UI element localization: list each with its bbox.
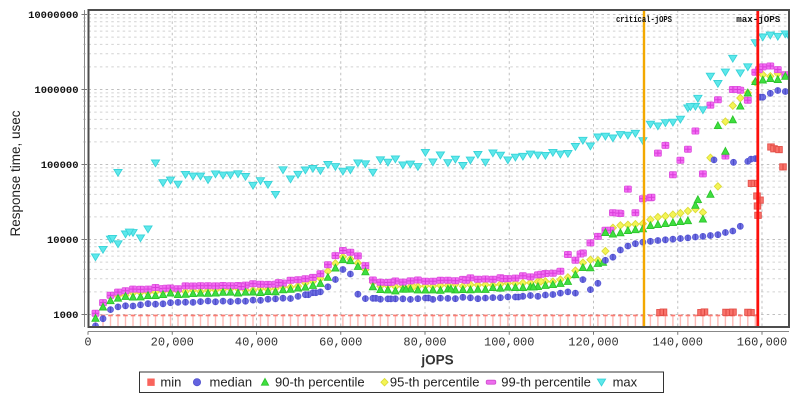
svg-text:min: min xyxy=(160,375,181,390)
svg-text:Response time, usec: Response time, usec xyxy=(8,110,23,236)
svg-text:1000000: 1000000 xyxy=(34,85,78,97)
svg-text:20,000: 20,000 xyxy=(151,336,194,350)
svg-text:max: max xyxy=(613,375,638,390)
svg-text:0: 0 xyxy=(84,336,91,350)
svg-text:10000000: 10000000 xyxy=(28,10,78,22)
svg-text:80,000: 80,000 xyxy=(403,336,446,350)
svg-text:140,000: 140,000 xyxy=(653,336,703,350)
svg-text:100,000: 100,000 xyxy=(484,336,534,350)
svg-text:max-jOPS: max-jOPS xyxy=(736,14,780,25)
svg-text:10000: 10000 xyxy=(47,235,79,247)
svg-text:60,000: 60,000 xyxy=(319,336,362,350)
svg-text:95-th percentile: 95-th percentile xyxy=(390,375,480,390)
svg-text:critical-jOPS: critical-jOPS xyxy=(616,14,672,25)
svg-text:1000: 1000 xyxy=(53,310,78,322)
svg-text:160,000: 160,000 xyxy=(737,336,787,350)
svg-text:100000: 100000 xyxy=(41,160,79,172)
svg-text:jOPS: jOPS xyxy=(420,353,453,368)
svg-text:120,000: 120,000 xyxy=(568,336,618,350)
svg-text:99-th percentile: 99-th percentile xyxy=(501,375,591,390)
svg-text:40,000: 40,000 xyxy=(235,336,278,350)
svg-text:median: median xyxy=(210,375,253,390)
svg-text:90-th percentile: 90-th percentile xyxy=(275,375,365,390)
